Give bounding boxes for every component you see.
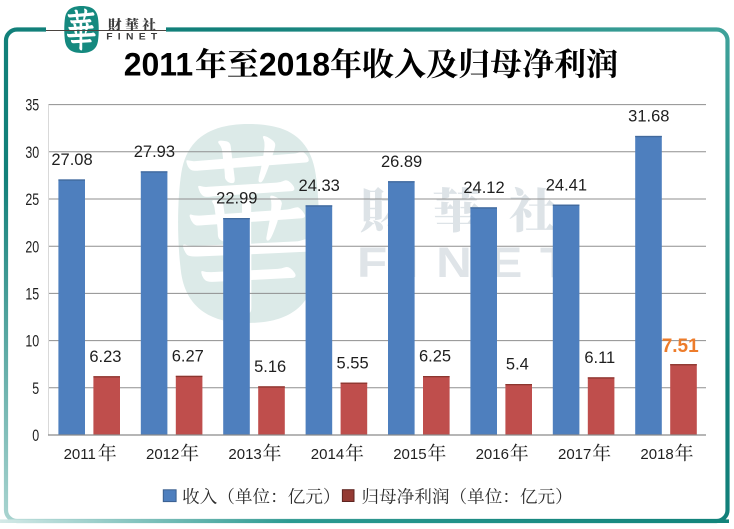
svg-text:24.41: 24.41 (546, 176, 587, 194)
svg-text:5.16: 5.16 (254, 358, 286, 376)
svg-text:20: 20 (25, 239, 39, 257)
svg-text:0: 0 (32, 428, 39, 446)
svg-text:7.51: 7.51 (662, 336, 699, 357)
svg-text:2014: 2014 (311, 446, 344, 463)
svg-text:35: 35 (25, 97, 39, 115)
svg-text:2012: 2012 (146, 446, 179, 463)
svg-text:31.68: 31.68 (628, 108, 669, 126)
svg-text:26.89: 26.89 (381, 153, 422, 171)
svg-text:22.99: 22.99 (216, 190, 257, 208)
svg-text:6.23: 6.23 (89, 348, 121, 366)
svg-text:25: 25 (25, 192, 39, 210)
svg-text:2011: 2011 (64, 446, 96, 463)
svg-text:27.93: 27.93 (134, 143, 175, 161)
svg-text:2013: 2013 (228, 446, 261, 463)
svg-text:2018: 2018 (640, 446, 673, 463)
svg-text:5: 5 (32, 380, 39, 398)
svg-text:6.25: 6.25 (419, 348, 451, 366)
svg-text:27.08: 27.08 (51, 151, 92, 169)
svg-text:FINET: FINET (106, 32, 162, 42)
svg-text:2018: 2018 (259, 46, 330, 82)
svg-text:10: 10 (25, 333, 39, 351)
svg-text:2016: 2016 (476, 446, 509, 463)
svg-text:24.33: 24.33 (299, 177, 340, 195)
svg-text:2011: 2011 (124, 46, 193, 82)
svg-text:6.27: 6.27 (172, 348, 204, 366)
svg-text:5.4: 5.4 (506, 356, 529, 374)
svg-text:24.12: 24.12 (463, 179, 504, 197)
svg-text:2015: 2015 (393, 446, 426, 463)
svg-text:2017: 2017 (558, 446, 591, 463)
svg-text:30: 30 (25, 144, 39, 162)
svg-text:6.11: 6.11 (584, 349, 615, 367)
svg-text:15: 15 (25, 286, 39, 304)
svg-text:5.55: 5.55 (337, 354, 369, 372)
